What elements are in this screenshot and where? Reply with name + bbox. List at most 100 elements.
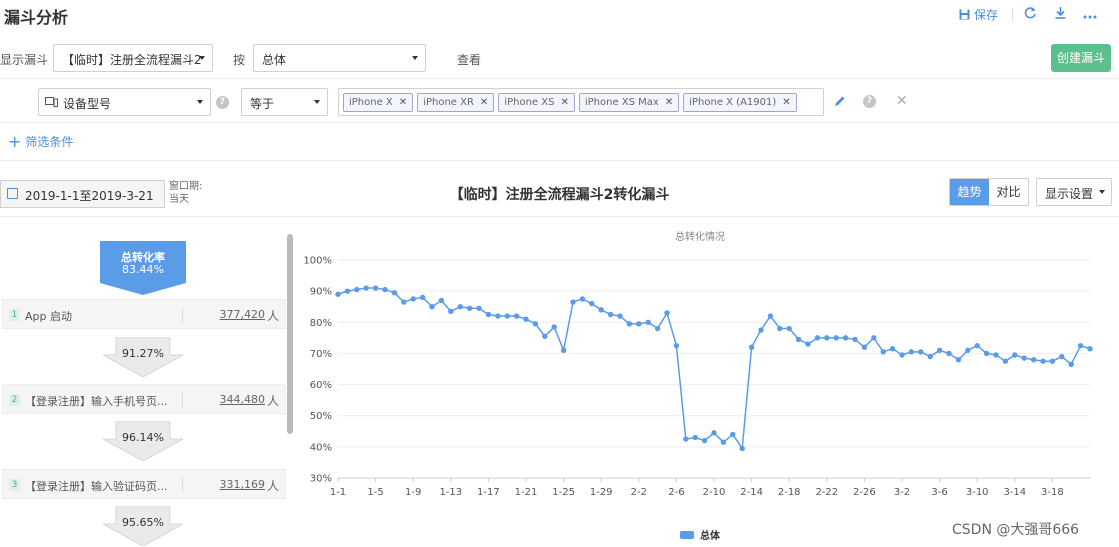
data-point (955, 356, 962, 363)
data-point (880, 349, 886, 355)
divider (0, 160, 1119, 161)
step-name: App 启动 (25, 310, 72, 323)
divider (182, 308, 183, 322)
x-tick-label: 3-14 (1003, 487, 1026, 498)
data-point (1068, 361, 1074, 368)
data-point (626, 321, 633, 327)
data-point (598, 307, 604, 313)
close-icon[interactable]: ✕ (479, 97, 489, 108)
download-icon[interactable] (1045, 6, 1075, 23)
data-point (448, 308, 454, 315)
data-point (560, 347, 567, 354)
funnel-step[interactable]: 1 App 启动 377,420 人 (2, 299, 286, 329)
data-point (918, 349, 924, 355)
x-tick-label: 1-9 (405, 487, 421, 498)
funnel-select-value: 【临时】注册全流程漏斗2 (62, 53, 202, 67)
save-button[interactable]: 保存 (947, 6, 1010, 23)
group-select-value: 总体 (262, 53, 287, 67)
step-count[interactable]: 344,480 (219, 393, 266, 406)
data-point (636, 321, 642, 327)
tag-label: iPhone XR (423, 97, 474, 108)
x-tick-label: 2-10 (703, 487, 726, 498)
page-header: 漏斗分析 保存 (0, 0, 1119, 30)
data-point (551, 324, 557, 330)
close-icon[interactable]: ✕ (664, 97, 674, 108)
data-point (457, 304, 463, 310)
data-point (410, 296, 416, 302)
data-point (805, 341, 811, 347)
data-point (495, 313, 501, 319)
edit-icon[interactable] (834, 95, 846, 111)
add-filter-button[interactable]: + 筛选条件 (8, 133, 73, 150)
funnel-title: 【临时】注册全流程漏斗2转化漏斗 (449, 187, 670, 203)
step-count[interactable]: 377,420 (219, 308, 266, 321)
help-icon[interactable]: ? (863, 95, 876, 108)
data-point (786, 325, 792, 332)
display-funnel-label: 显示漏斗 (0, 53, 49, 67)
tab-trend[interactable]: 趋势 (950, 179, 989, 205)
header-actions: 保存 (947, 6, 1105, 23)
operator-select[interactable]: 等于 (241, 88, 328, 116)
data-point (391, 290, 398, 296)
data-point (711, 430, 717, 436)
refresh-icon[interactable] (1015, 6, 1045, 23)
chevron-down-icon (199, 56, 205, 60)
data-point (758, 327, 764, 333)
data-point (645, 319, 651, 325)
data-point (842, 335, 849, 341)
data-point (814, 335, 821, 341)
data-point (720, 439, 727, 445)
conversion-arrow: 96.14% (103, 421, 183, 461)
more-icon[interactable] (1075, 7, 1105, 23)
data-point (1049, 358, 1056, 364)
data-point (983, 350, 990, 357)
y-tick-label: 80% (310, 318, 332, 329)
y-tick-label: 50% (310, 411, 332, 422)
step-name: 【登录注册】输入手机号页... (25, 395, 168, 408)
watermark: CSDN @大强哥666 (952, 522, 1080, 538)
property-select[interactable]: 设备型号 (38, 88, 211, 116)
data-point (993, 352, 999, 358)
data-point (523, 316, 529, 322)
save-icon (959, 9, 970, 20)
close-icon[interactable]: ✕ (896, 93, 908, 109)
data-point (1059, 353, 1065, 360)
step-name: 【登录注册】输入验证码页... (25, 480, 168, 493)
display-settings-select[interactable]: 显示设置 (1036, 178, 1112, 206)
group-select[interactable]: 总体 (253, 44, 426, 72)
data-point (795, 336, 802, 343)
scrollbar[interactable] (287, 234, 293, 434)
value-tag-input[interactable]: iPhone X ✕ iPhone XR ✕ iPhone XS ✕ iPhone X… (338, 88, 824, 116)
data-point (354, 286, 360, 293)
close-icon[interactable]: ✕ (560, 97, 569, 108)
data-point (692, 434, 698, 441)
divider (0, 216, 1119, 217)
data-point (1012, 352, 1018, 358)
x-tick-label: 1-17 (477, 487, 500, 498)
view-button[interactable]: 查看 (457, 53, 482, 67)
data-point (1021, 355, 1027, 361)
funnel-step[interactable]: 3 【登录注册】输入验证码页... 331,169 人 (2, 469, 286, 499)
data-point (889, 346, 896, 352)
tab-compare[interactable]: 对比 (996, 185, 1021, 199)
close-icon[interactable]: ✕ (398, 97, 408, 108)
date-range-picker[interactable]: 2019-1-1至2019-3-21 (0, 180, 165, 208)
step-count[interactable]: 331,169 (219, 478, 266, 491)
help-icon[interactable]: ? (216, 96, 229, 109)
funnel-step[interactable]: 2 【登录注册】输入手机号页... 344,480 人 (2, 384, 286, 414)
funnel-select[interactable]: 【临时】注册全流程漏斗2 (53, 44, 213, 72)
calendar-icon (7, 188, 18, 199)
total-conversion-badge: 总转化率 83.44% (100, 241, 186, 295)
x-tick-label: 2-14 (740, 487, 763, 498)
chart-legend[interactable]: 总体 (680, 527, 720, 542)
data-point (429, 304, 435, 310)
legend-swatch (680, 530, 694, 539)
data-point (335, 291, 341, 297)
data-point (466, 305, 473, 311)
data-point (344, 288, 351, 294)
close-icon[interactable]: ✕ (782, 97, 791, 108)
create-funnel-button[interactable]: 创建漏斗 (1051, 44, 1111, 72)
funnel-steps-panel: 总转化率 83.44% 1 App 启动 377,420 人 91.27% 2 … (0, 218, 296, 547)
x-tick-label: 3-10 (966, 487, 989, 498)
